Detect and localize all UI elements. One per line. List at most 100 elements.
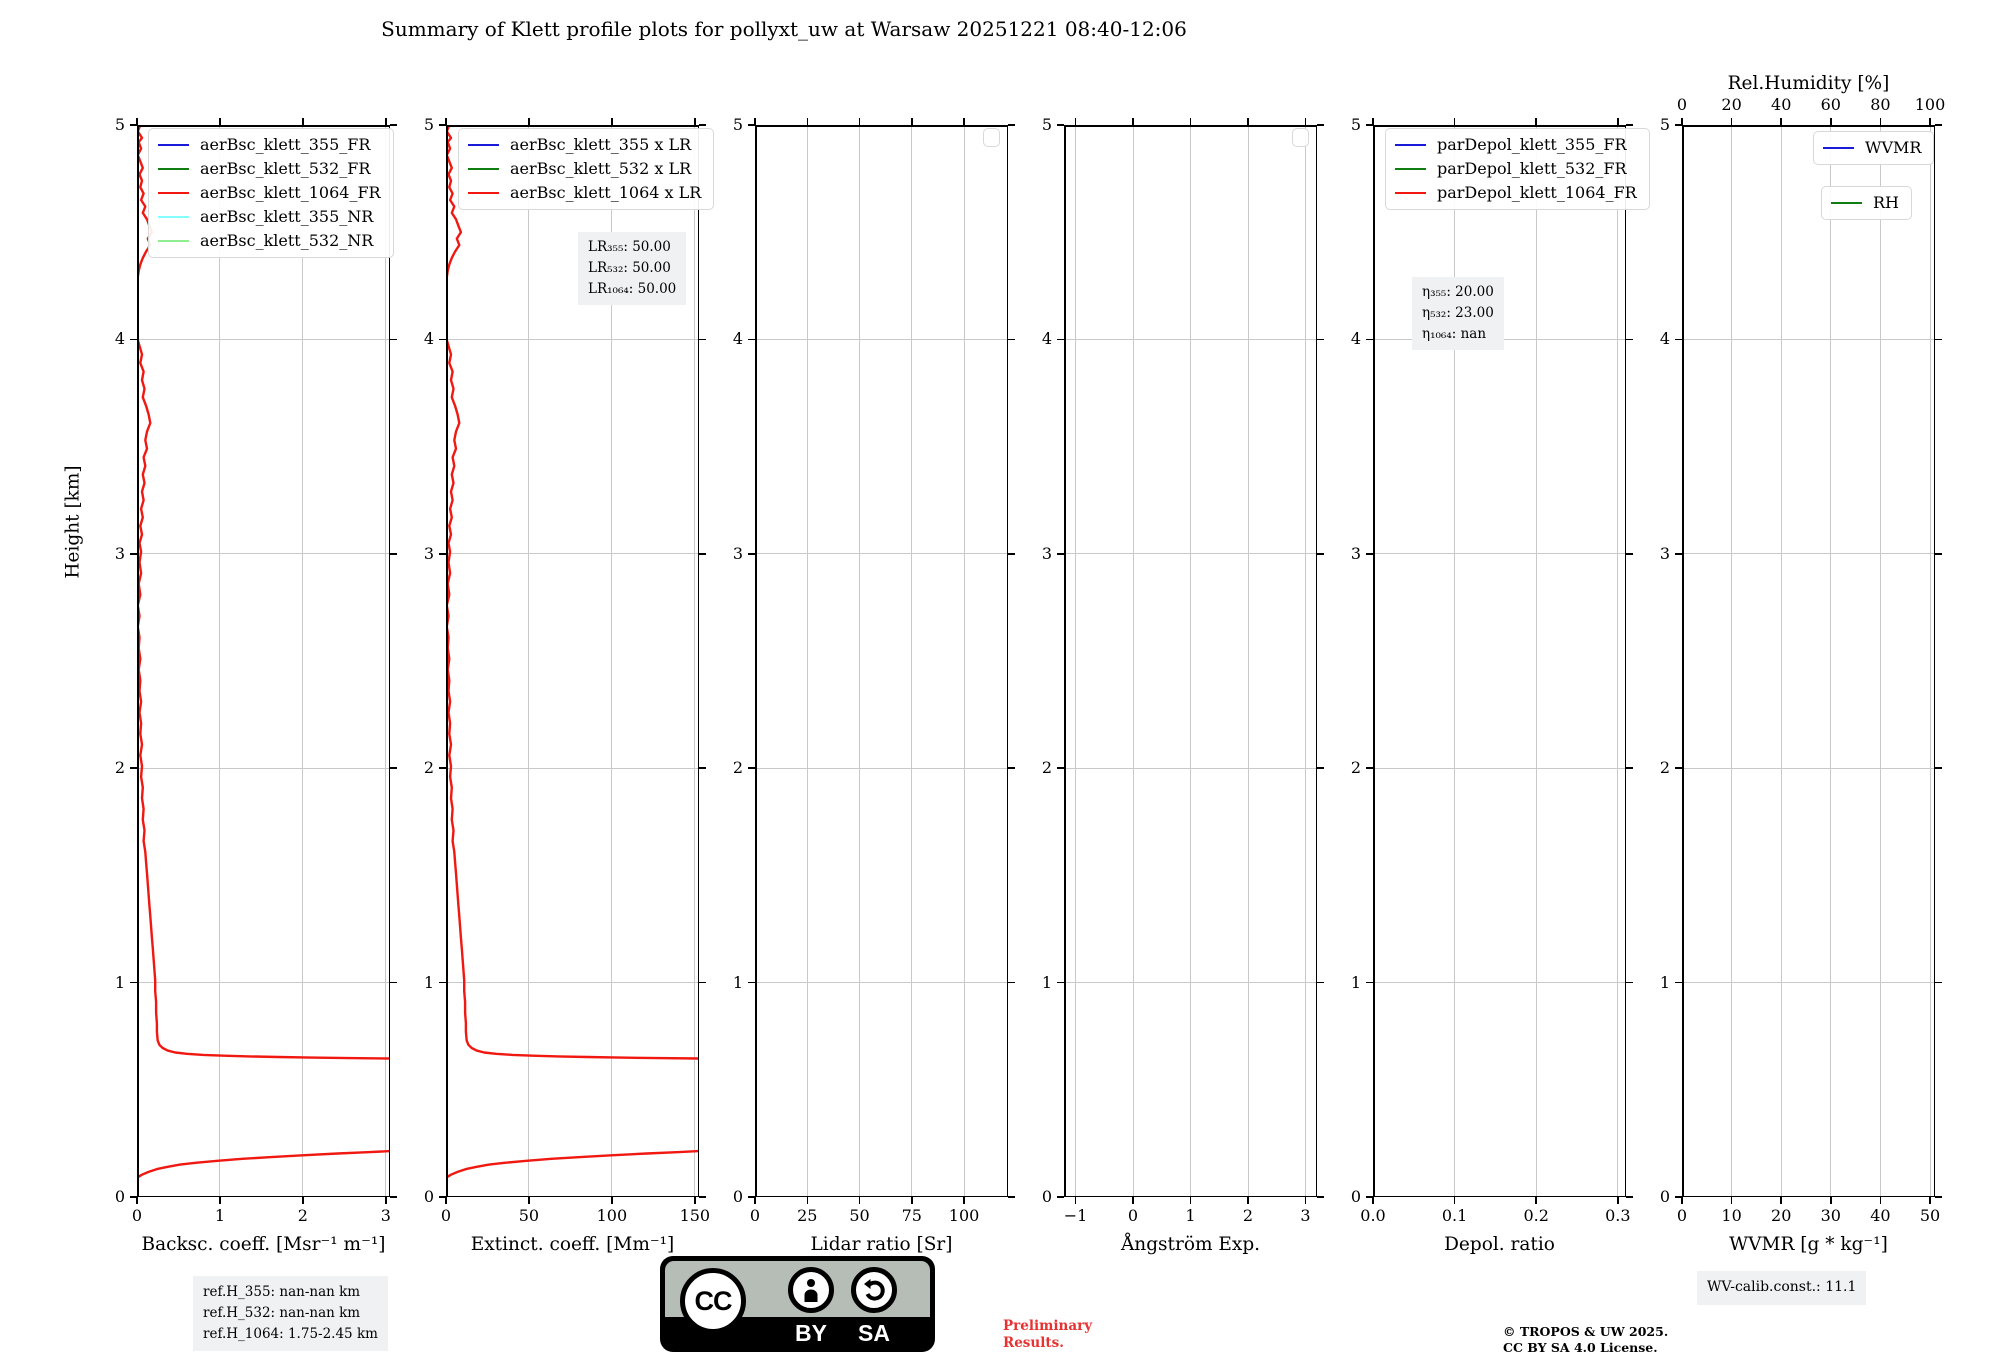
annotation-line: LR₃₅₅: 50.00 (588, 239, 671, 255)
x-gridline (1247, 125, 1249, 1197)
y-gridline (755, 338, 1008, 340)
subplot-lidar-ratio: 0 1 2 3 4 5 0 25 50 75 100 Lidar ratio [Sr] (733, 117, 1015, 1255)
x-tick (1780, 1197, 1782, 1204)
spine-left (1682, 125, 1684, 1197)
spine-bottom (446, 1195, 699, 1197)
legend-line-swatch (468, 144, 499, 146)
spine-left (755, 125, 757, 1197)
spine-bottom (1682, 1195, 1935, 1197)
x-gridline (911, 125, 913, 1197)
figure-title: Summary of Klett profile plots for polly… (381, 17, 1187, 41)
legend-line-swatch (1831, 202, 1862, 204)
x-tick-top (1132, 118, 1134, 125)
y-tick (748, 553, 755, 555)
y-tick-right (699, 767, 706, 769)
y-tick (1675, 338, 1682, 341)
y-tick (748, 767, 755, 769)
x-tick (1535, 1197, 1537, 1204)
y-tick (1057, 767, 1064, 769)
legend-entry-label: RH (1873, 193, 1899, 212)
y-tick (130, 767, 137, 769)
x-tick (1304, 1197, 1307, 1204)
x-tick-label: 0 (1676, 1206, 1688, 1225)
x-tick (1879, 1197, 1882, 1204)
y-tick-right (1626, 1196, 1633, 1198)
x-tick-top (1247, 118, 1249, 125)
x-tick-label: 50 (849, 1206, 870, 1225)
x-tick (136, 1197, 138, 1204)
x-tick-label: 1 (214, 1206, 226, 1225)
cc-sa-label: SA (858, 1320, 890, 1346)
y-tick-right (1935, 767, 1942, 769)
x-tick (1372, 1197, 1374, 1204)
legend-entry: aerBsc_klett_355_NR (158, 209, 381, 225)
copyright-line-2: CC BY SA 4.0 License. (1503, 1340, 1658, 1356)
y-tick-label: 1 (114, 972, 125, 992)
x-gridline (963, 125, 965, 1197)
y-tick-label: 3 (1659, 543, 1670, 563)
subplot-angstrom: 0 1 2 3 4 5 −1 0 1 2 3 Ångström Exp. (1042, 117, 1324, 1255)
x-axis-label: Backsc. coeff. [Msr⁻¹ m⁻¹] (141, 1234, 386, 1255)
spine-top (755, 125, 1008, 127)
y-tick-label: 1 (1350, 972, 1361, 992)
y-tick-right (1626, 338, 1633, 341)
y-tick-right (699, 338, 706, 341)
y-tick-right (699, 553, 706, 555)
y-tick (1366, 553, 1373, 555)
y-tick-label: 0 (1041, 1187, 1052, 1206)
spine-bottom (1373, 1195, 1626, 1197)
y-tick (439, 981, 446, 984)
top-x-tick (1730, 118, 1733, 125)
y-tick-right (1935, 553, 1942, 555)
y-tick-right (390, 1196, 397, 1198)
y-tick (1057, 338, 1064, 341)
y-tick-label: 2 (114, 758, 125, 778)
y-tick-label: 2 (1350, 758, 1361, 778)
x-gridline (1879, 125, 1881, 1197)
y-tick-right (1008, 981, 1015, 984)
x-tick (1453, 1197, 1456, 1204)
legend-entry-label: aerBsc_klett_355 x LR (510, 135, 692, 154)
y-tick (439, 338, 446, 341)
y-tick-right (1935, 124, 1942, 126)
legend-box: parDepol_klett_355_FR parDepol_klett_532_… (1385, 128, 1650, 210)
x-tick-top (528, 118, 530, 125)
y-tick-right (699, 1196, 706, 1198)
x-tick-label: 1 (1185, 1206, 1196, 1225)
x-tick (806, 1197, 809, 1204)
spine-top (1064, 125, 1317, 127)
legend-entry: aerBsc_klett_1064_FR (158, 185, 381, 201)
x-gridline (1454, 125, 1456, 1197)
legend-line-swatch (158, 168, 189, 170)
x-gridline (611, 125, 613, 1197)
y-tick-label: 3 (423, 543, 434, 563)
top-x-tick-label: 80 (1870, 95, 1891, 114)
copyright-note: © TROPOS & UW 2025. CC BY SA 4.0 License… (1503, 1324, 1668, 1357)
series-aerBsc_klett_1064 x LR (446, 125, 699, 1060)
top-x-tick (1879, 118, 1882, 125)
annotation-line: η₅₃₂: 23.00 (1422, 304, 1494, 321)
legend-line-swatch (158, 240, 189, 242)
x-axis-label: Extinct. coeff. [Mm⁻¹] (470, 1234, 675, 1255)
legend-box: WVMR (1813, 131, 1935, 165)
top-x-tick (1681, 118, 1683, 125)
x-tick-label: 0.2 (1523, 1206, 1549, 1225)
y-tick-right (1935, 981, 1942, 984)
y-tick-label: 2 (423, 758, 434, 778)
y-tick-label: 0 (732, 1187, 743, 1206)
y-tick (1675, 553, 1682, 555)
y-tick-label: 4 (1659, 329, 1670, 349)
x-tick-top (963, 118, 965, 125)
x-tick-top (806, 118, 809, 125)
legend-entry-label: aerBsc_klett_532 x LR (510, 159, 692, 178)
x-tick-label: 10 (1721, 1206, 1742, 1225)
ref-height-1064: ref.H_1064: 1.75-2.45 km (203, 1325, 378, 1342)
y-gridline (1682, 553, 1935, 555)
y-gridline (137, 767, 390, 769)
y-tick-right (699, 981, 706, 984)
y-tick (130, 1196, 137, 1198)
cc-by-sa-license-badge: CC BY SA (660, 1256, 935, 1352)
y-tick-label: 4 (114, 329, 125, 349)
y-tick-label: 5 (1350, 115, 1361, 134)
x-tick-label: 3 (380, 1206, 391, 1225)
